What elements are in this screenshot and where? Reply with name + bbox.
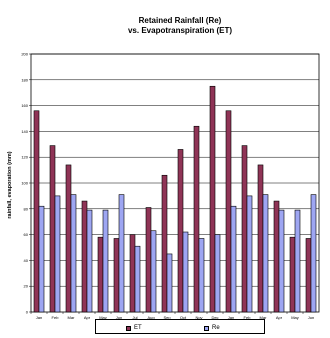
- x-tick-label-9: Oct: [180, 315, 187, 320]
- bar-et-7: [145, 207, 152, 313]
- x-tick-label-1: Feb: [52, 315, 60, 320]
- bar-re-14: [262, 194, 269, 313]
- bar-et-15: [273, 200, 280, 313]
- bar-et-5: [113, 238, 120, 313]
- bar-et-10: [193, 125, 200, 313]
- y-tick-label-140: 140: [21, 129, 28, 134]
- legend-item-et: ET: [126, 324, 142, 332]
- bar-et-12: [225, 110, 232, 313]
- x-tick-label-17: Jun: [308, 315, 314, 320]
- x-tick-label-12: Jan: [228, 315, 234, 320]
- bar-re-3: [86, 209, 93, 313]
- x-tick-label-2: Mar: [68, 315, 76, 320]
- y-tick-label-200: 200: [21, 52, 28, 57]
- bar-re-10: [198, 238, 205, 313]
- bar-et-6: [129, 234, 136, 313]
- bar-et-11: [209, 85, 216, 313]
- bar-re-4: [102, 209, 109, 313]
- bar-et-16: [289, 236, 296, 313]
- x-tick-label-13: Feb: [244, 315, 252, 320]
- y-tick-label-120: 120: [21, 155, 28, 160]
- x-tick-label-5: Jun: [116, 315, 122, 320]
- bar-et-1: [49, 145, 56, 313]
- x-tick-label-15: Apr: [276, 315, 283, 320]
- bar-et-9: [177, 149, 184, 313]
- bar-et-13: [241, 145, 248, 313]
- y-tick-label-80: 80: [24, 206, 29, 211]
- bar-re-12: [230, 205, 237, 313]
- x-tick-label-3: Apr: [84, 315, 91, 320]
- bar-et-17: [305, 238, 312, 313]
- bar-re-7: [150, 230, 157, 313]
- bar-re-2: [70, 194, 77, 313]
- bar-re-17: [310, 194, 317, 313]
- legend: ET Re: [95, 319, 265, 334]
- bar-et-14: [257, 164, 264, 313]
- bar-re-8: [166, 253, 173, 313]
- chart-title-line-2: vs. Evapotranspiration (ET): [127, 26, 233, 35]
- x-tick-label-8: Sep: [163, 315, 171, 320]
- legend-label-re: Re: [212, 325, 220, 331]
- x-tick-label-10: Nov: [195, 315, 202, 320]
- bar-et-3: [81, 200, 88, 313]
- y-tick-label-160: 160: [21, 103, 28, 108]
- y-tick-label-60: 60: [24, 232, 29, 237]
- bar-re-1: [54, 195, 61, 313]
- y-tick-label-180: 180: [21, 77, 28, 82]
- bar-et-4: [97, 236, 104, 313]
- x-tick-label-16: May: [291, 315, 299, 320]
- x-tick-label-14: Mar: [260, 315, 268, 320]
- bar-et-2: [65, 164, 72, 313]
- y-tick-label-100: 100: [21, 181, 28, 186]
- bar-re-0: [38, 205, 45, 313]
- y-tick-label-0: 0: [26, 310, 29, 315]
- bar-et-0: [33, 110, 40, 313]
- bar-re-15: [278, 209, 285, 313]
- bar-et-8: [161, 174, 168, 313]
- x-tick-label-0: Jan: [36, 315, 42, 320]
- legend-swatch-re: [204, 325, 209, 331]
- legend-label-et: ET: [134, 325, 142, 331]
- legend-swatch-et: [126, 325, 131, 331]
- bar-re-13: [246, 195, 253, 313]
- chart-title: Retained Rainfall (Re) vs. Evapotranspir…: [30, 16, 330, 36]
- legend-item-re: Re: [204, 324, 220, 332]
- bar-re-11: [214, 234, 221, 313]
- chart-title-line-1: Retained Rainfall (Re): [138, 16, 222, 25]
- bar-re-16: [294, 209, 301, 313]
- x-tick-label-6: Jul: [132, 315, 137, 320]
- bar-re-6: [134, 245, 141, 313]
- y-tick-label-20: 20: [24, 284, 29, 289]
- bar-re-5: [118, 194, 125, 313]
- x-tick-label-11: Dec: [211, 315, 218, 320]
- x-tick-label-7: Aug: [147, 315, 154, 320]
- y-tick-label-40: 40: [24, 258, 29, 263]
- x-tick-label-4: May: [99, 315, 107, 320]
- bar-re-9: [182, 231, 189, 313]
